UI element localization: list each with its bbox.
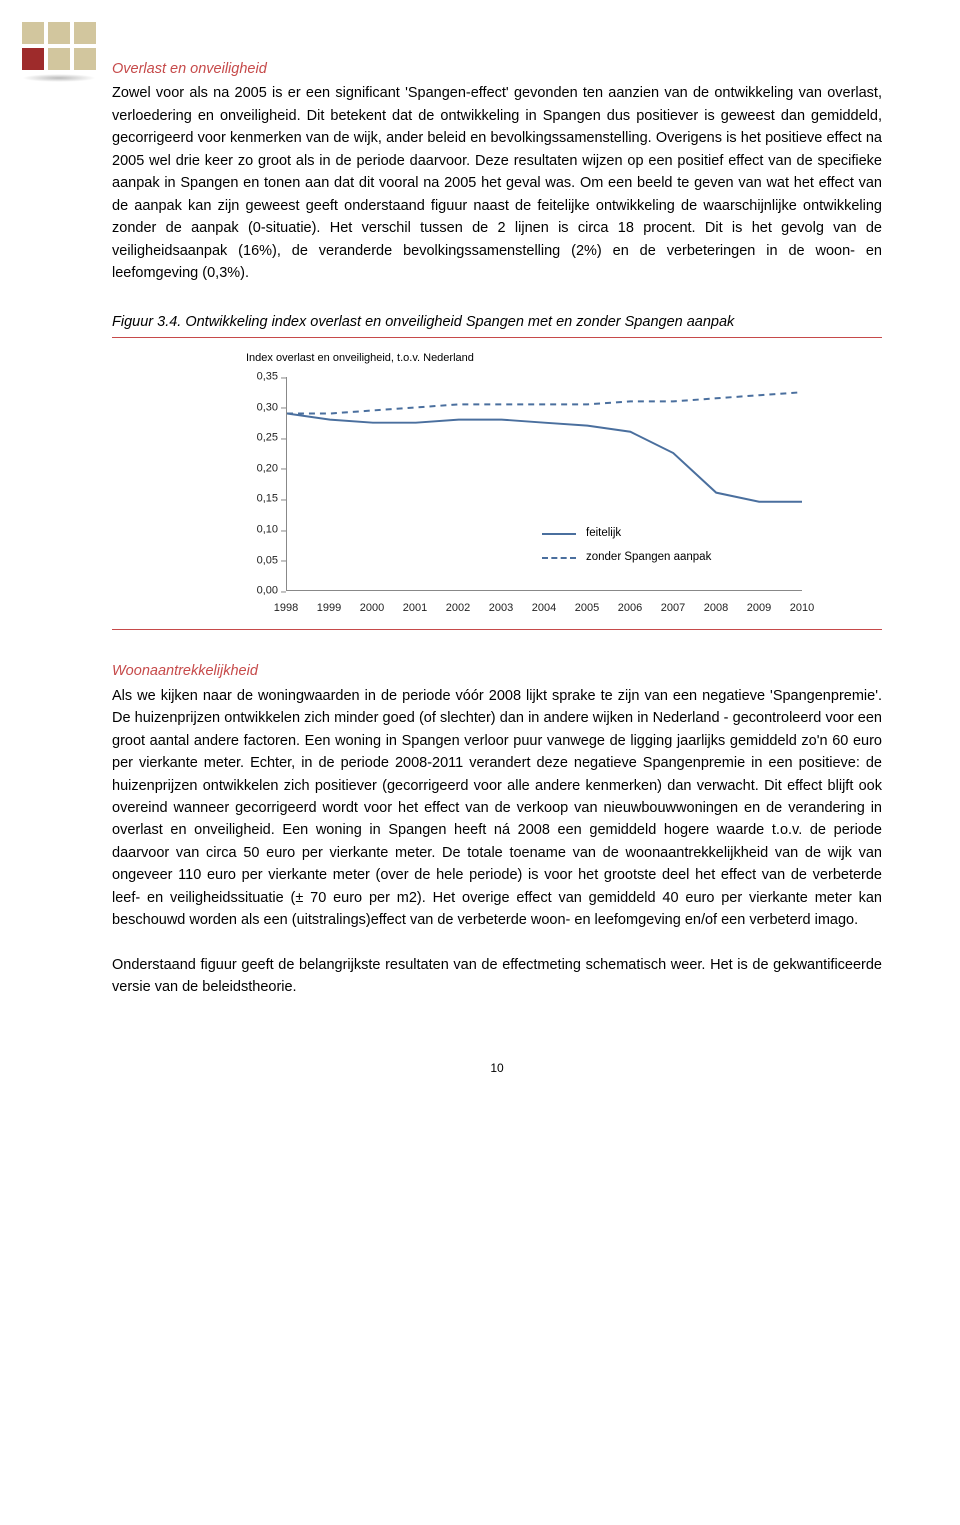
page-number: 10 [112, 1059, 882, 1078]
figure-underline [112, 629, 882, 630]
y-tick: 0,30 [242, 399, 286, 416]
x-tick: 2001 [403, 600, 427, 617]
x-tick: 2009 [747, 600, 771, 617]
x-tick: 2006 [618, 600, 642, 617]
logo-shadow [22, 74, 96, 82]
figure-caption: Figuur 3.4. Ontwikkeling index overlast … [112, 311, 882, 338]
y-tick: 0,35 [242, 369, 286, 386]
y-tick: 0,15 [242, 491, 286, 508]
series-feitelijk [287, 414, 802, 502]
logo [22, 22, 96, 70]
x-tick: 2007 [661, 600, 685, 617]
y-tick: 0,20 [242, 460, 286, 477]
chart-title: Index overlast en onveiligheid, t.o.v. N… [246, 350, 882, 367]
y-tick: 0,05 [242, 552, 286, 569]
x-tick: 2003 [489, 600, 513, 617]
x-tick: 2002 [446, 600, 470, 617]
x-tick: 2000 [360, 600, 384, 617]
x-tick: 2004 [532, 600, 556, 617]
section-body-woon: Als we kijken naar de woningwaarden in d… [112, 685, 882, 932]
x-tick: 2010 [790, 600, 814, 617]
closing-paragraph: Onderstaand figuur geeft de belangrijkst… [112, 954, 882, 999]
legend-item-feitelijk: feitelijk [586, 525, 621, 543]
line-chart: feitelijk zonder Spangen aanpak 0,00 0,05… [242, 377, 802, 617]
chart-legend: feitelijk zonder Spangen aanpak [542, 519, 711, 573]
chart-container: Index overlast en onveiligheid, t.o.v. N… [112, 344, 882, 623]
y-tick: 0,10 [242, 522, 286, 539]
y-tick: 0,00 [242, 583, 286, 600]
section-body-overlast: Zowel voor als na 2005 is er een signifi… [112, 82, 882, 284]
series-zonder Spangen aanpak [287, 392, 802, 413]
y-tick: 0,25 [242, 430, 286, 447]
section-title-overlast: Overlast en onveiligheid [112, 58, 882, 80]
section-title-woon: Woonaantrekkelijkheid [112, 660, 882, 682]
x-tick: 1998 [274, 600, 298, 617]
x-tick: 2005 [575, 600, 599, 617]
x-tick: 2008 [704, 600, 728, 617]
x-tick: 1999 [317, 600, 341, 617]
legend-item-zonder: zonder Spangen aanpak [586, 549, 711, 567]
